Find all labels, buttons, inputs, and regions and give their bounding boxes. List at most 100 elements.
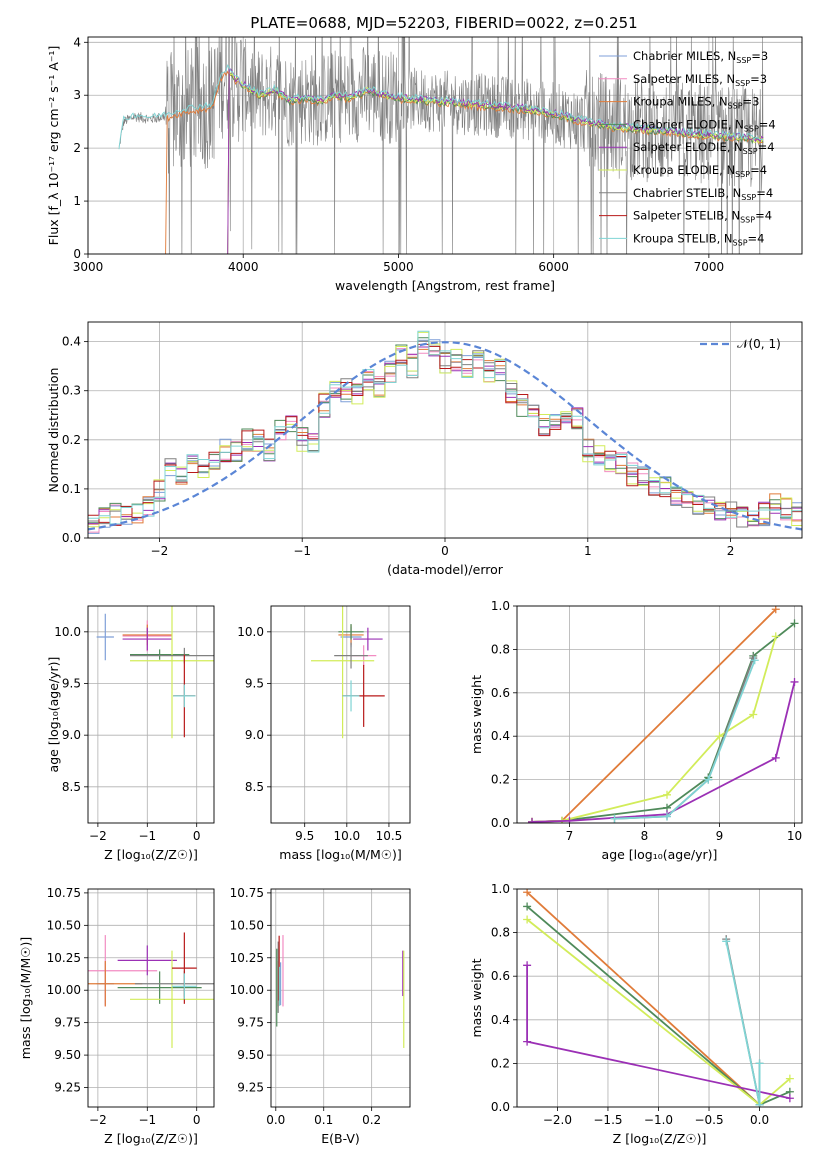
- plus-marker: [565, 816, 574, 823]
- plus-marker: [610, 814, 619, 823]
- point-kroupa-miles: [88, 961, 143, 1007]
- mass-vs-Z-ytick-label: 10.75: [47, 886, 81, 900]
- point-kroupa-elodie: [130, 606, 214, 739]
- age-vs-mass-ytick-label: 9.5: [245, 677, 264, 691]
- mass-vs-ebv-ytick-label: 10.75: [230, 886, 264, 900]
- mass-vs-ebv-xlabel: E(B-V): [321, 1131, 360, 1146]
- point-salpeter-elodie: [353, 627, 383, 651]
- spectrum-xtick-label: 7000: [694, 260, 725, 274]
- point-kroupa-stelib: [173, 684, 196, 708]
- legend-entry: Chabrier MILES, NSSP=3: [633, 49, 768, 65]
- series-salpeter-elodie: [531, 681, 796, 823]
- mass-vs-Z-axes: −2 −1 0 9.25 9.50 9.75 10.00 10.25 10.50 10.75 Z […: [18, 886, 215, 1146]
- residuals-ytick-label: 0.0: [62, 531, 81, 545]
- spectrum-ytick-label: 2: [73, 141, 81, 155]
- mass-weight-vs-age-ytick-label: 0.2: [491, 773, 510, 787]
- plus-marker: [715, 732, 724, 741]
- point-chabrier-miles: [96, 613, 114, 661]
- spectrum-axes: 3000 4000 5000 6000 7000 0 1 2 3 4 wavelength [Ang…: [46, 35, 803, 293]
- legend-entry: Salpeter ELODIE, NSSP=4: [633, 140, 775, 156]
- mass-vs-ebv-plot-area: [276, 935, 405, 1048]
- mass-vs-ebv-ytick-label: 10.50: [230, 918, 264, 932]
- mass-weight-vs-age-xtick-label: 7: [566, 829, 574, 843]
- mass-weight-vs-age-ytick-label: 1.0: [491, 599, 510, 613]
- point-kroupa-stelib: [172, 973, 197, 1000]
- figure-title: PLATE=0688, MJD=52203, FIBERID=0022, z=0…: [250, 14, 637, 32]
- spectrum-xlabel: wavelength [Angstrom, rest frame]: [335, 278, 555, 293]
- spectrum-ytick-label: 1: [73, 194, 81, 208]
- legend-entry: Salpeter STELIB, NSSP=4: [633, 209, 772, 225]
- plus-marker: [663, 790, 671, 799]
- residuals-xtick-label: −1: [293, 544, 311, 558]
- point-chabrier-elodie: [130, 649, 190, 660]
- mass-weight-vs-age-ytick-label: 0.6: [491, 686, 510, 700]
- spectrum-ytick-label: 0: [73, 247, 81, 261]
- mass-weight-vs-Z-plot-area: [523, 889, 794, 1107]
- series-kroupa-stelib: [614, 659, 756, 820]
- plus-marker: [755, 1059, 764, 1068]
- mass-weight-vs-Z-ytick-label: 0.2: [491, 1056, 510, 1070]
- plus-marker: [749, 710, 758, 719]
- age-vs-Z-xtick-label: 0: [193, 829, 201, 843]
- mass-weight-vs-Z-ytick-label: 0.6: [491, 969, 510, 983]
- age-vs-Z-axes: −2 −1 0 8.5 9.0 9.5 10.0 Z [log₁₀(Z/Z☉)] age [lo…: [46, 605, 215, 862]
- age-vs-Z-frame: [87, 605, 215, 824]
- mass-vs-ebv-frame: [270, 888, 411, 1108]
- mass-weight-vs-age-xtick-label: 8: [641, 829, 649, 843]
- residuals-ytick-label: 0.4: [62, 335, 81, 349]
- spectrum-xtick-label: 5000: [383, 260, 414, 274]
- age-vs-mass-frame: [270, 605, 411, 824]
- mass-weight-vs-age-ytick-label: 0.0: [491, 816, 510, 830]
- mass-vs-Z-xtick-label: −2: [89, 1113, 107, 1127]
- mass-weight-vs-age-xlabel: age [log₁₀(age/yr)]: [602, 847, 718, 862]
- age-vs-mass-ytick-label: 9.0: [245, 728, 264, 742]
- residuals-plot-area: [88, 330, 802, 534]
- point-kroupa-stelib: [342, 680, 360, 712]
- point-salpeter-elodie: [117, 945, 177, 976]
- spectrum-xtick-label: 4000: [228, 260, 259, 274]
- point-chabrier-elodie: [117, 971, 202, 1004]
- legend-entry: Chabrier STELIB, NSSP=4: [633, 186, 773, 202]
- age-vs-mass-axes: 9.5 10.0 10.5 8.5 9.0 9.5 10.0 mass [log₁₀(M/M☉…: [237, 605, 411, 862]
- mass-vs-Z-xtick-label: −1: [138, 1113, 156, 1127]
- mass-weight-vs-Z-frame: [516, 888, 803, 1108]
- spectrum-frame: [87, 36, 803, 255]
- spectrum-xtick-label: 6000: [538, 260, 569, 274]
- age-vs-Z-xtick-label: −1: [138, 829, 156, 843]
- normal-curve: [88, 341, 802, 531]
- legend-entry: Kroupa MILES, NSSP=3: [633, 95, 759, 111]
- mass-weight-vs-Z-xtick-label: −1.0: [644, 1113, 673, 1127]
- legend-entry: Kroupa ELODIE, NSSP=4: [633, 163, 767, 179]
- spectrum-plot-area: [118, 37, 764, 254]
- mass-weight-vs-age-ytick-label: 0.8: [491, 642, 510, 656]
- residuals-ytick-label: 0.3: [62, 384, 81, 398]
- mass-vs-ebv-ytick-label: 10.25: [230, 951, 264, 965]
- plus-marker: [528, 817, 536, 823]
- series-kroupa-miles: [531, 608, 777, 823]
- mass-vs-Z-ylabel: mass [log₁₀(M/M☉)]: [18, 937, 33, 1059]
- point-chabrier-stelib: [334, 642, 368, 669]
- mass-weight-vs-Z-xtick-label: −0.5: [694, 1113, 723, 1127]
- residual-histogram-chabrier-stelib: [88, 340, 802, 528]
- age-vs-mass-xtick-label: 10.0: [333, 829, 360, 843]
- mass-vs-Z-frame: [87, 888, 215, 1108]
- age-vs-Z-ytick-label: 8.5: [62, 780, 81, 794]
- plus-marker: [771, 606, 780, 614]
- mass-vs-ebv-ytick-label: 10.00: [230, 983, 264, 997]
- point-salpeter-elodie: [122, 627, 172, 651]
- mass-weight-vs-age-xtick-label: 10: [787, 829, 802, 843]
- mass-weight-vs-Z-ytick-label: 0.0: [491, 1100, 510, 1114]
- residuals-xtick-label: 2: [727, 544, 735, 558]
- spectrum-ylabel: Flux [f_λ 10⁻¹⁷ erg cm⁻² s⁻¹ A⁻¹]: [46, 46, 61, 246]
- age-vs-Z-xlabel: Z [log₁₀(Z/Z☉)]: [104, 847, 198, 862]
- plus-marker: [750, 656, 759, 665]
- mass-vs-ebv-axes: 0.0 0.1 0.2 9.25 9.50 9.75 10.00 10.25 10.50 10.7…: [230, 886, 411, 1146]
- mass-vs-Z-ytick-label: 10.25: [47, 951, 81, 965]
- mass-weight-vs-Z-xlabel: Z [log₁₀(Z/Z☉)]: [613, 1131, 707, 1146]
- model-spectrum-kroupa-stelib: [118, 64, 764, 150]
- series-chabrier-elodie: [531, 622, 796, 823]
- mass-vs-Z-ytick-label: 10.00: [47, 983, 81, 997]
- residuals-ylabel: Normed distribution: [46, 368, 61, 493]
- age-vs-mass-xlabel: mass [log₁₀(M/M☉)]: [279, 847, 401, 862]
